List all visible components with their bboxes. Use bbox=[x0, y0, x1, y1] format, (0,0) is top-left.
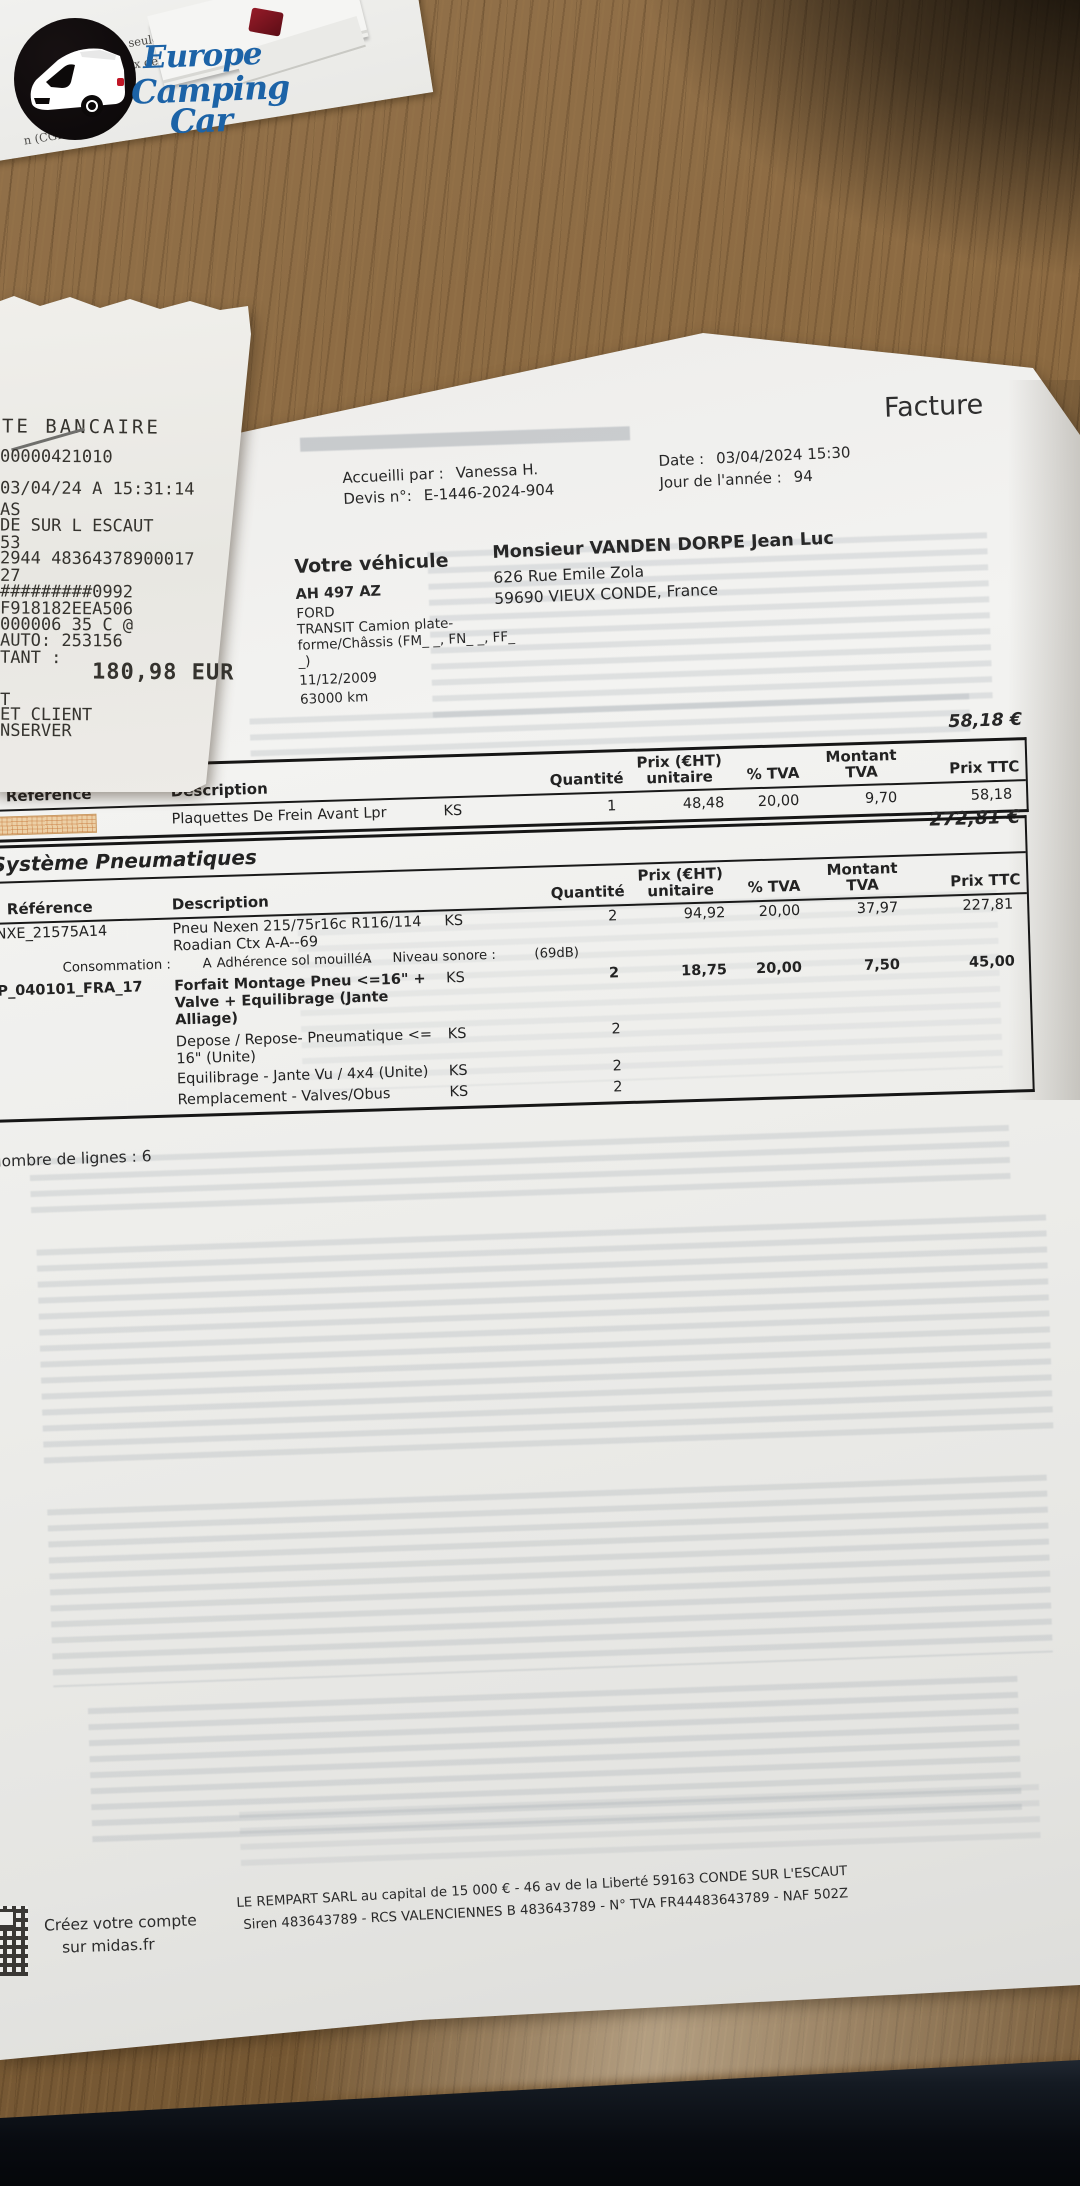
camper-van-icon bbox=[30, 48, 125, 117]
receipt-line: 2944 48364378900017 bbox=[0, 548, 195, 570]
receipt-line-amount-label: TANT : bbox=[0, 647, 62, 669]
receipt-line-conserver: NSERVER bbox=[0, 720, 72, 742]
brand-word-car: Car bbox=[169, 99, 233, 142]
receipt-line: 00000421010 bbox=[0, 446, 113, 468]
receipt-line-datetime: 03/04/24 A 15:31:14 bbox=[0, 478, 195, 500]
brand-emblem bbox=[14, 18, 136, 140]
receipt-amount: 180,98 EUR bbox=[91, 659, 235, 686]
receipt-line-city: DE SUR L ESCAUT bbox=[0, 515, 154, 537]
receipt-line-bancaire: TE BANCAIRE bbox=[1, 415, 161, 439]
